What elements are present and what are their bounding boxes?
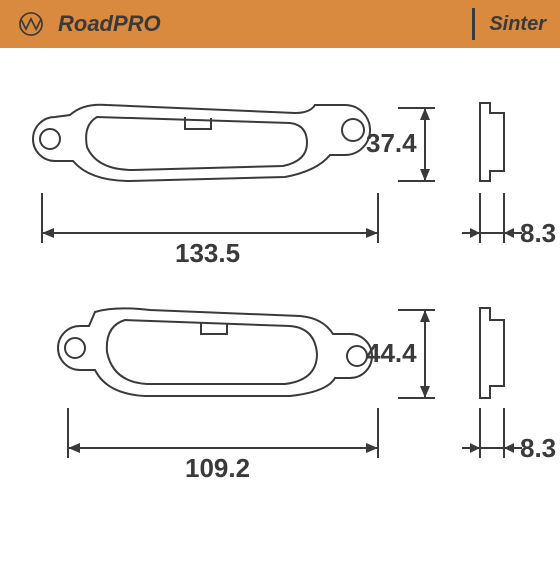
pad2-side [480,308,504,398]
pad2-thickness-dim [462,408,522,458]
technical-diagram: 37.4 133.5 8.3 44.4 109.2 8.3 [0,48,560,560]
pad1-thickness-dim [462,193,522,243]
pad1-width-label: 133.5 [175,238,240,269]
pad1-thickness-label: 8.3 [520,218,556,249]
pad1-height-label: 37.4 [366,128,417,159]
diagram-svg [0,48,560,560]
pad2-width-label: 109.2 [185,453,250,484]
header-divider [472,8,475,40]
product-suffix: Sinter [489,13,546,36]
pad2-height-label: 44.4 [366,338,417,369]
brand-logo-icon [14,10,48,38]
pad2-width-dim [68,408,378,458]
pad1-side [480,103,504,181]
brand-name: RoadPRO [58,11,161,37]
header-bar: RoadPRO Sinter [0,0,560,48]
pad1-face [33,105,370,181]
header-left: RoadPRO [14,10,161,38]
pad2-thickness-label: 8.3 [520,433,556,464]
pad2-face [58,308,372,396]
header-right: Sinter [472,8,546,40]
pad1-width-dim [42,193,378,243]
